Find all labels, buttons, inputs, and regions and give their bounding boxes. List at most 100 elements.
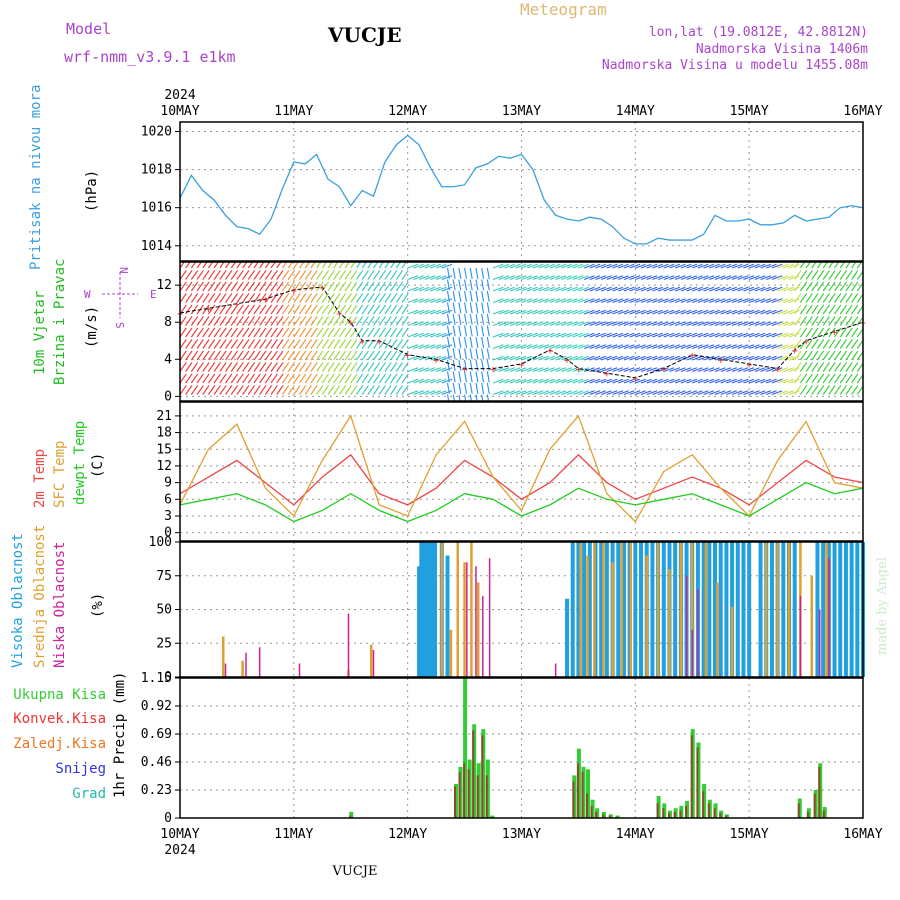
wind-barb — [185, 281, 193, 292]
wind-barb — [236, 373, 244, 384]
wind-barb — [737, 390, 749, 396]
wind-barb — [714, 355, 726, 361]
wind-barb — [247, 304, 256, 315]
wind-barb — [794, 281, 802, 292]
wind-barb — [612, 309, 624, 315]
wind-barb — [635, 321, 646, 327]
wind-barb — [839, 281, 847, 292]
wind-barb — [811, 362, 819, 372]
pressure-axis-label: Pritisak na nivou mora — [28, 85, 44, 270]
wind-barb — [259, 281, 267, 292]
wind-barb — [771, 321, 783, 327]
cloud-bar — [582, 542, 587, 677]
y-tick-label: 25 — [156, 636, 172, 651]
wind-barb — [726, 344, 737, 350]
wind-barb — [549, 263, 561, 269]
wind-barb — [190, 316, 199, 326]
wind-barb — [435, 390, 447, 396]
wind-barb — [703, 309, 715, 315]
top-x-tick-label: 14MAY — [616, 104, 655, 119]
wind-barb — [338, 350, 347, 361]
wind-barb — [299, 339, 307, 349]
wind-barb — [441, 309, 453, 315]
wind-barb — [378, 385, 386, 395]
wind-barb — [720, 263, 732, 269]
wind-barb — [646, 344, 658, 350]
wind-barb — [794, 270, 802, 280]
cloud-bar — [419, 542, 424, 677]
wind-barb — [401, 362, 409, 372]
wind-barb — [452, 279, 456, 291]
wind-barb — [264, 293, 273, 303]
wind-barb — [561, 344, 572, 350]
wind-barb — [674, 321, 686, 327]
wind-barb — [293, 373, 301, 384]
wind-barb — [475, 394, 478, 401]
wind-barb — [572, 321, 584, 327]
wind-barb — [709, 332, 720, 338]
wind-barb — [686, 275, 698, 281]
cloud-bar — [440, 542, 444, 677]
wind-barb — [731, 344, 743, 350]
wind-barb — [612, 298, 624, 304]
temp-series-2 — [180, 481, 863, 523]
wind-barb — [640, 286, 652, 292]
wind-barb — [555, 309, 567, 315]
wind-barb — [469, 325, 473, 337]
wind-barb — [407, 344, 419, 350]
wind-barb — [669, 344, 681, 350]
wind-barb — [799, 281, 808, 292]
wind-barb — [566, 298, 578, 304]
wind-barb — [538, 263, 550, 269]
wind-barb — [475, 279, 479, 291]
wind-barb — [709, 263, 720, 269]
compass-s: S — [113, 322, 126, 329]
precip-conv-bar — [662, 808, 665, 818]
wind-barb — [247, 281, 256, 292]
wind-barb — [583, 367, 595, 373]
wind-barb — [720, 309, 732, 315]
pressure-unit-label: (hPa) — [84, 170, 100, 212]
wind-barb — [635, 309, 646, 315]
wind-barb — [845, 281, 853, 292]
wind-barb — [743, 367, 754, 373]
wind-barb — [788, 344, 800, 350]
wind-barb — [469, 359, 473, 371]
wind-barb — [600, 286, 612, 292]
wind-barb — [600, 309, 612, 315]
wind-barb — [674, 332, 686, 338]
wind-barb — [310, 281, 318, 292]
wind-barb — [469, 394, 472, 401]
wind-barb — [834, 293, 842, 303]
wind-barb — [190, 362, 199, 372]
wind-barb — [566, 355, 578, 361]
wind-barb — [180, 293, 187, 303]
wind-barb — [355, 281, 364, 292]
wind-barb — [498, 321, 510, 327]
wind-barb — [413, 263, 424, 269]
wind-barb — [674, 309, 686, 315]
wind-barb — [532, 367, 544, 373]
wind-barb — [834, 270, 842, 280]
wind-barb — [623, 309, 635, 315]
wind-barb — [498, 332, 510, 338]
wind-barb — [299, 270, 307, 280]
cloud-bar — [611, 562, 614, 677]
precip-conv-bar — [572, 781, 575, 818]
cloud-bar — [799, 596, 802, 677]
wind-barb — [692, 355, 703, 361]
wind-barb — [424, 332, 436, 338]
cloud-bar — [818, 609, 821, 677]
data-marks: + + + ++ ++++ ++ ++ + ++++ + +++ + + +++++ — [177, 134, 866, 818]
wind-barb — [657, 298, 669, 304]
wind-barb — [544, 390, 555, 396]
wind-barb — [401, 316, 409, 326]
wind-barb — [583, 378, 595, 384]
wind-barb — [595, 321, 607, 327]
precip-total-bar — [349, 811, 354, 818]
precip-unit-label: 1hr Precip (mm) — [112, 672, 128, 798]
wind-barb — [498, 390, 510, 396]
wind-barb — [754, 275, 766, 281]
wind-barb — [703, 378, 715, 384]
wind-barb — [572, 263, 584, 269]
